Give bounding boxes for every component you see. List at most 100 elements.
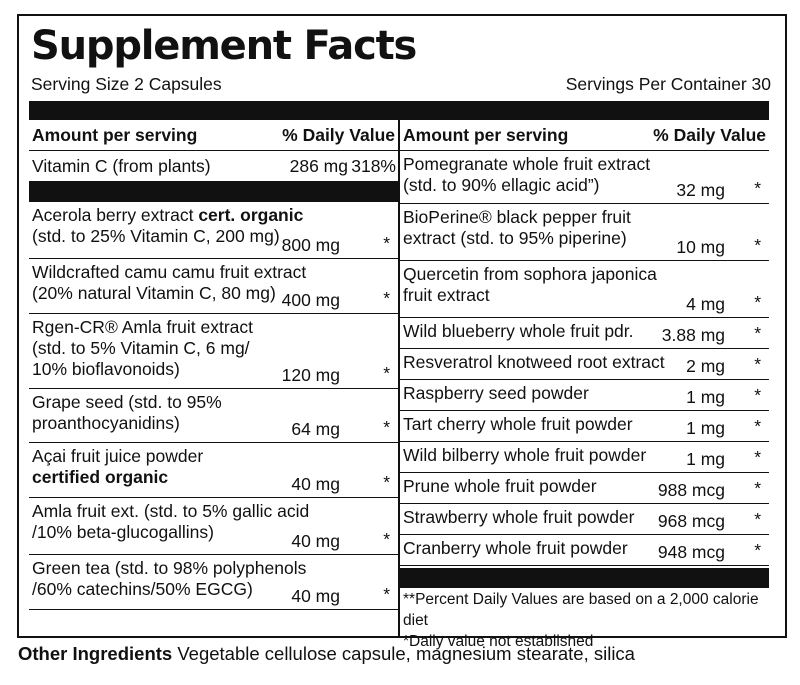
ingredient-text: extract (std. to 95% piperine) bbox=[403, 228, 627, 248]
ingredient-row: Wild bilberry whole fruit powder 1 mg * bbox=[400, 442, 769, 473]
ingredient-name: Raspberry seed powder bbox=[403, 383, 589, 404]
ingredient-row: Pomegranate whole fruit extract (std. to … bbox=[400, 151, 769, 204]
ingredient-name-line: Quercetin from sophora japonica bbox=[403, 264, 657, 285]
ingredient-amount: 948 mcg bbox=[657, 542, 725, 562]
ingredient-name-line: BioPerine® black pepper fruit bbox=[403, 207, 631, 228]
ingredient-name-line: (20% natural Vitamin C, 80 mg) bbox=[32, 283, 306, 304]
ingredient-name-line: Wild blueberry whole fruit pdr. bbox=[403, 321, 634, 342]
ingredient-name: Wildcrafted camu camu fruit extract (20% … bbox=[32, 262, 306, 304]
ingredient-row: Quercetin from sophora japonica fruit ext… bbox=[400, 261, 769, 318]
ingredient-row: Green tea (std. to 98% polyphenols/60% c… bbox=[29, 555, 398, 610]
daily-value-asterisk: * bbox=[754, 509, 761, 529]
nutrient-daily-value: 318% bbox=[351, 156, 396, 176]
ingredient-row: Grape seed (std. to 95% proanthocyanidins… bbox=[29, 389, 398, 443]
ingredient-row: Cranberry whole fruit powder 948 mcg * bbox=[400, 535, 769, 566]
ingredient-amount: 120 mg bbox=[281, 365, 340, 385]
daily-value-asterisk: * bbox=[383, 584, 390, 604]
ingredient-name-line: (std. to 5% Vitamin C, 6 mg/ bbox=[32, 338, 253, 359]
ingredient-row: Amla fruit ext. (std. to 5% gallic acid /… bbox=[29, 498, 398, 555]
ingredient-name-line: (std. to 25% Vitamin C, 200 mg) bbox=[32, 226, 303, 247]
ingredient-name-line: Amla fruit ext. (std. to 5% gallic acid bbox=[32, 501, 309, 522]
ingredient-certification: cert. organic bbox=[198, 205, 304, 225]
ingredient-text: Raspberry seed powder bbox=[403, 383, 589, 403]
ingredient-name-line: Cranberry whole fruit powder bbox=[403, 538, 628, 559]
nutrient-amount: 286 mg bbox=[289, 156, 348, 176]
serving-size: Serving Size 2 Capsules bbox=[31, 74, 222, 94]
ingredient-text: Amla fruit ext. (std. to 5% gallic acid bbox=[32, 501, 310, 521]
ingredient-row: Prune whole fruit powder 988 mcg * bbox=[400, 473, 769, 504]
ingredient-text: Wild blueberry whole fruit pdr. bbox=[403, 321, 634, 341]
other-ingredients: Other Ingredients Vegetable cellulose ca… bbox=[18, 643, 635, 665]
ingredient-text: fruit extract bbox=[403, 285, 490, 305]
ingredient-name-line: Rgen-CR® Amla fruit extract bbox=[32, 317, 253, 338]
ingredient-amount: 40 mg bbox=[291, 474, 340, 494]
ingredient-text: Acerola berry extract bbox=[32, 205, 199, 225]
ingredient-text: /60% catechins/50% EGCG) bbox=[32, 579, 253, 599]
ingredient-name-line: Green tea (std. to 98% polyphenols bbox=[32, 558, 306, 579]
ingredient-name-line: Strawberry whole fruit powder bbox=[403, 507, 634, 528]
ingredient-amount: 968 mcg bbox=[657, 511, 725, 531]
daily-value-asterisk: * bbox=[383, 233, 390, 253]
section-divider-bar bbox=[29, 182, 398, 202]
daily-value-asterisk: * bbox=[383, 363, 390, 383]
daily-value-asterisk: * bbox=[754, 323, 761, 343]
ingredient-name-line: Pomegranate whole fruit extract bbox=[403, 154, 650, 175]
ingredient-text: proanthocyanidins) bbox=[32, 413, 180, 433]
ingredient-text: Quercetin from sophora japonica bbox=[403, 264, 657, 284]
ingredient-name: Pomegranate whole fruit extract (std. to … bbox=[403, 154, 650, 196]
column-divider bbox=[398, 120, 400, 636]
daily-value-asterisk: * bbox=[383, 529, 390, 549]
vitamin-c-row: Vitamin C (from plants) 286 mg 318% bbox=[29, 151, 398, 182]
ingredient-name-line: /60% catechins/50% EGCG) bbox=[32, 579, 306, 600]
ingredient-name: Quercetin from sophora japonica fruit ext… bbox=[403, 264, 657, 306]
daily-value-asterisk: * bbox=[754, 478, 761, 498]
ingredient-name-line: /10% beta-glucogallins) bbox=[32, 522, 309, 543]
daily-value-asterisk: * bbox=[754, 540, 761, 560]
ingredient-name-line: certified organic bbox=[32, 467, 203, 488]
ingredient-text: (std. to 5% Vitamin C, 6 mg/ bbox=[32, 338, 250, 358]
ingredient-name: Acerola berry extract cert. organic (std.… bbox=[32, 205, 303, 247]
servings-per-container: Servings Per Container 30 bbox=[565, 74, 771, 94]
ingredient-name-line: Grape seed (std. to 95% bbox=[32, 392, 222, 413]
supplement-facts-panel: Supplement Facts Serving Size 2 Capsules… bbox=[17, 14, 787, 650]
daily-value-footnote: **Percent Daily Values are based on a 2,… bbox=[403, 591, 759, 629]
ingredient-text: Cranberry whole fruit powder bbox=[403, 538, 628, 558]
daily-value-asterisk: * bbox=[383, 288, 390, 308]
ingredient-name-line: Raspberry seed powder bbox=[403, 383, 589, 404]
ingredient-row: Rgen-CR® Amla fruit extract (std. to 5% V… bbox=[29, 314, 398, 389]
daily-value-asterisk: * bbox=[754, 447, 761, 467]
ingredient-name: Green tea (std. to 98% polyphenols/60% c… bbox=[32, 558, 306, 600]
right-column-header: Amount per serving % Daily Value bbox=[400, 120, 769, 151]
ingredient-text: 10% bioflavonoids) bbox=[32, 359, 180, 379]
ingredient-name-line: extract (std. to 95% piperine) bbox=[403, 228, 631, 249]
ingredient-name-line: Resveratrol knotweed root extract bbox=[403, 352, 665, 373]
ingredient-text: Rgen-CR® Amla fruit extract bbox=[32, 317, 254, 337]
thick-divider-bar bbox=[29, 101, 769, 120]
daily-value-asterisk: * bbox=[754, 354, 761, 374]
ingredient-amount: 64 mg bbox=[291, 419, 340, 439]
ingredient-text: Tart cherry whole fruit powder bbox=[403, 414, 633, 434]
ingredient-name: Wild bilberry whole fruit powder bbox=[403, 445, 646, 466]
daily-value-asterisk: * bbox=[754, 178, 761, 198]
ingredient-row: Strawberry whole fruit powder 968 mcg * bbox=[400, 504, 769, 535]
ingredient-text: (std. to 25% Vitamin C, 200 mg) bbox=[32, 226, 280, 246]
other-ingredients-text: Vegetable cellulose capsule, magnesium s… bbox=[172, 643, 635, 664]
section-divider-bar bbox=[400, 568, 769, 588]
ingredient-text: Wild bilberry whole fruit powder bbox=[403, 445, 647, 465]
other-ingredients-label: Other Ingredients bbox=[18, 643, 173, 664]
ingredient-text: (std. to 90% ellagic acid”) bbox=[403, 175, 600, 195]
ingredient-text: Prune whole fruit powder bbox=[403, 476, 597, 496]
ingredient-name: BioPerine® black pepper fruit extract (st… bbox=[403, 207, 631, 249]
not-established-footnote: *Daily value not established bbox=[403, 633, 594, 650]
ingredient-certification: certified organic bbox=[32, 467, 169, 487]
daily-value-asterisk: * bbox=[383, 417, 390, 437]
ingredient-name-line: proanthocyanidins) bbox=[32, 413, 222, 434]
amount-per-serving-heading: Amount per serving bbox=[32, 125, 198, 145]
ingredient-amount: 40 mg bbox=[291, 586, 340, 606]
daily-value-heading: % Daily Value bbox=[282, 125, 395, 145]
daily-value-heading: % Daily Value bbox=[653, 125, 766, 145]
ingredient-name-line: fruit extract bbox=[403, 285, 657, 306]
nutrient-name: Vitamin C (from plants) bbox=[32, 156, 211, 176]
ingredient-name: Resveratrol knotweed root extract bbox=[403, 352, 665, 373]
ingredient-row: Açai fruit juice powder certified organic… bbox=[29, 443, 398, 498]
